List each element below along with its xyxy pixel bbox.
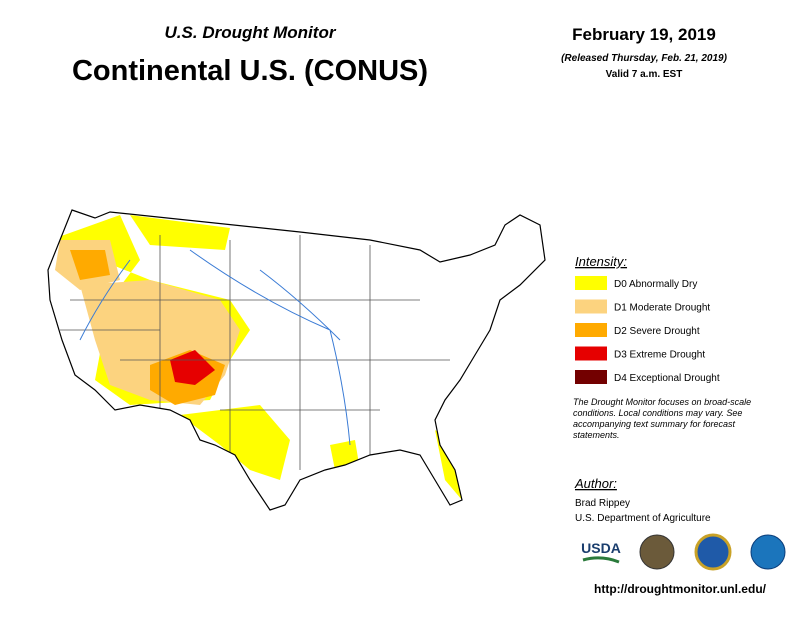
released: (Released Thursday, Feb. 21, 2019) <box>561 53 727 64</box>
author-org: U.S. Department of Agriculture <box>575 513 711 524</box>
legend-label: D2 Severe Drought <box>614 326 700 337</box>
drought-area <box>180 405 290 480</box>
legend-label: D3 Extreme Drought <box>614 350 705 361</box>
legend-label: D0 Abnormally Dry <box>614 279 697 290</box>
author-name: Brad Rippey <box>575 498 630 509</box>
usda-logo: USDA <box>581 540 621 556</box>
legend-swatch <box>575 276 607 290</box>
author-label: Author: <box>574 476 617 491</box>
legend-swatch <box>575 299 607 314</box>
ndmc-logo <box>639 534 675 570</box>
drought-area <box>170 350 215 385</box>
date: February 19, 2019 <box>572 25 716 44</box>
noaa-logo <box>750 534 786 570</box>
legend-label: D1 Moderate Drought <box>614 303 710 314</box>
legend-title: Intensity: <box>575 254 627 269</box>
drought-area <box>130 215 230 250</box>
title: Continental U.S. (CONUS) <box>72 55 428 87</box>
legend-swatch <box>575 323 607 337</box>
legend-swatch <box>575 346 607 361</box>
doc-logo <box>694 533 732 571</box>
legend-swatch <box>575 370 607 384</box>
legend: D0 Abnormally Dry D1 Moderate Drought D2 S… <box>575 276 720 384</box>
legend-label: D4 Exceptional Drought <box>614 373 720 384</box>
drought-area <box>70 250 110 280</box>
valid: Valid 7 a.m. EST <box>606 69 683 80</box>
legend-note: The Drought Monitor focuses on broad-sca… <box>573 397 752 440</box>
subtitle: U.S. Drought Monitor <box>165 23 337 42</box>
url: http://droughtmonitor.unl.edu/ <box>594 582 767 596</box>
